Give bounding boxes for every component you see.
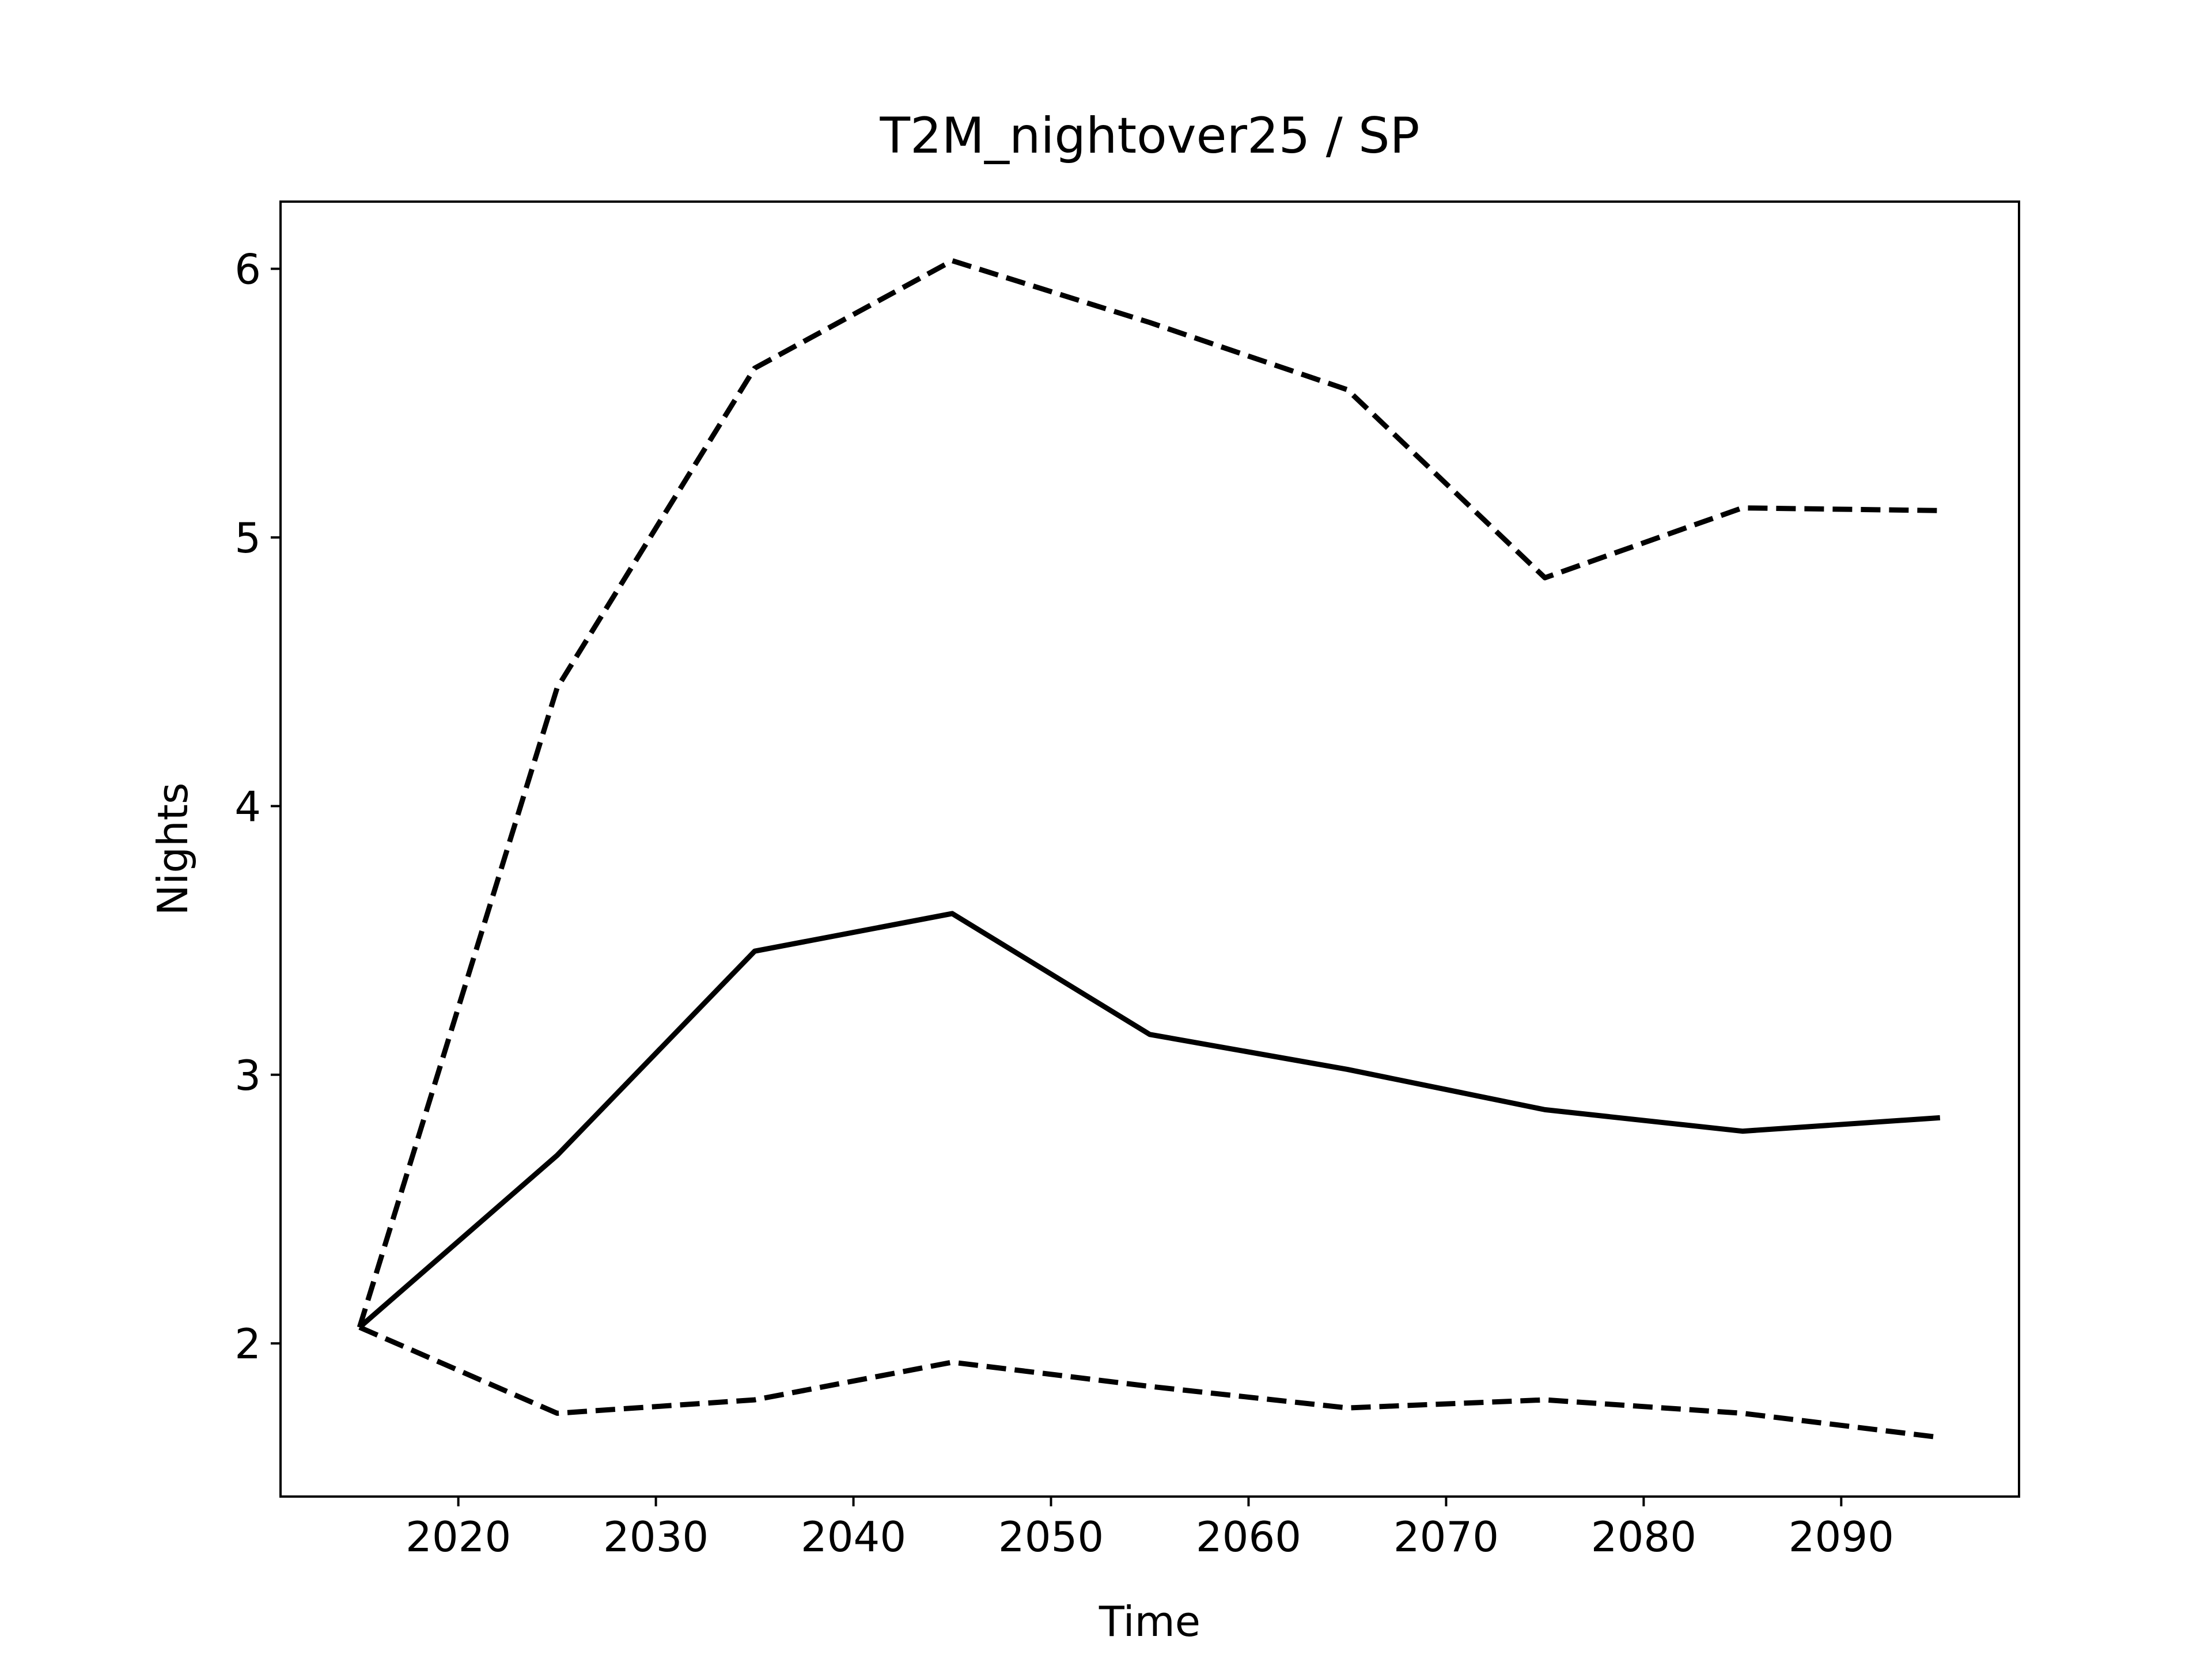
y-tick-label: 2 [234, 1320, 261, 1368]
x-tick-label: 2030 [603, 1513, 709, 1561]
x-tick-label: 2020 [406, 1513, 511, 1561]
x-tick-label: 2090 [1789, 1513, 1894, 1561]
line-series [358, 911, 1941, 1330]
y-tick-label: 4 [234, 782, 261, 831]
y-tick-label: 5 [234, 514, 261, 562]
chart-title: T2M_nightover25 / SP [880, 107, 1420, 165]
x-tick-label: 2060 [1196, 1513, 1301, 1561]
y-axis-label: Nights [149, 783, 197, 916]
y-tick-label: 6 [234, 245, 261, 294]
line-series [358, 1325, 1941, 1440]
x-axis-label: Time [1099, 1597, 1200, 1646]
line-series [357, 258, 1940, 1328]
y-tick-label: 3 [234, 1051, 261, 1100]
x-tick-label: 2040 [801, 1513, 906, 1561]
plot-frame [279, 200, 2020, 1498]
x-tick-label: 2070 [1393, 1513, 1499, 1561]
x-tick-label: 2080 [1591, 1513, 1696, 1561]
x-tick-label: 2050 [998, 1513, 1104, 1561]
